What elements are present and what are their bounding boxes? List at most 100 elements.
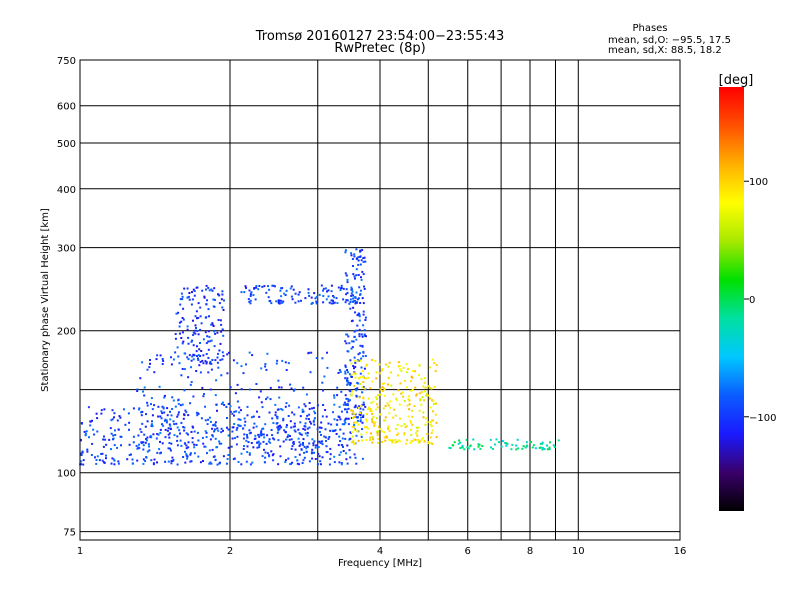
data-point [321, 381, 324, 384]
data-point [429, 406, 432, 409]
data-point [350, 409, 353, 412]
data-point [248, 452, 251, 455]
data-point [251, 354, 254, 357]
data-point [177, 411, 180, 414]
data-point [553, 446, 556, 448]
data-point [146, 404, 149, 407]
data-point [403, 433, 406, 436]
data-point [342, 287, 345, 290]
data-point [197, 439, 200, 442]
data-point [347, 382, 350, 385]
data-point [216, 409, 218, 412]
data-point [207, 348, 210, 351]
data-point [355, 291, 358, 294]
data-point [284, 430, 287, 433]
data-point [345, 452, 347, 455]
data-point [363, 377, 366, 380]
data-point [349, 384, 351, 386]
data-point [298, 432, 301, 434]
data-point [360, 333, 363, 336]
data-point [265, 398, 267, 401]
data-point [80, 439, 82, 442]
data-point [362, 260, 365, 263]
data-point [310, 452, 313, 455]
data-point [271, 284, 274, 287]
data-point [335, 433, 338, 435]
data-point [384, 416, 387, 419]
data-point [557, 439, 560, 442]
data-point [381, 369, 384, 372]
data-point [284, 361, 287, 364]
data-point [128, 428, 130, 431]
data-point [363, 256, 366, 259]
data-point [139, 377, 142, 380]
data-point [148, 449, 151, 452]
data-point [411, 409, 413, 412]
data-point [371, 435, 374, 438]
data-point [362, 324, 365, 327]
data-point [81, 451, 84, 454]
data-point [284, 461, 287, 463]
data-point [367, 408, 370, 410]
data-point [236, 400, 239, 403]
data-point [350, 376, 353, 378]
data-point [318, 293, 321, 296]
data-point [541, 448, 544, 451]
data-point [355, 462, 358, 465]
data-point [128, 443, 131, 446]
data-point [477, 445, 480, 448]
data-point [416, 434, 419, 437]
data-point [123, 408, 125, 411]
data-point [167, 433, 170, 436]
data-point [237, 461, 240, 463]
data-point [362, 310, 365, 313]
data-point [206, 335, 209, 338]
data-point [170, 363, 173, 366]
data-point [355, 338, 358, 341]
data-point [150, 403, 152, 406]
data-point [186, 457, 189, 460]
data-point [326, 451, 329, 454]
data-point [524, 446, 527, 449]
data-point [258, 444, 261, 447]
data-point [240, 452, 243, 455]
data-point [549, 441, 551, 444]
data-point [204, 331, 207, 334]
data-point [305, 447, 308, 450]
data-point [102, 438, 105, 441]
data-point [186, 296, 189, 299]
data-point [340, 463, 343, 466]
data-point [144, 441, 147, 444]
data-point [168, 423, 171, 426]
data-point [357, 382, 360, 385]
data-point [265, 291, 268, 294]
data-point [350, 286, 353, 289]
data-point [369, 387, 372, 390]
data-point [353, 356, 356, 359]
data-point [365, 426, 368, 429]
data-point [80, 454, 83, 456]
data-point [525, 444, 528, 447]
data-point [283, 292, 286, 295]
data-point [146, 368, 149, 371]
data-point [93, 433, 96, 436]
data-point [315, 302, 318, 305]
data-point [124, 423, 127, 426]
colorbar-tick-label: 100 [749, 177, 768, 188]
data-point [344, 340, 347, 343]
data-point [229, 410, 232, 413]
data-point [362, 313, 365, 316]
data-point [359, 255, 362, 258]
data-point [191, 291, 193, 294]
data-point [213, 345, 216, 348]
data-point [360, 278, 363, 281]
data-point [210, 362, 213, 365]
data-point [270, 450, 273, 453]
data-point [173, 423, 176, 426]
data-point [313, 410, 316, 413]
data-point [240, 463, 243, 466]
data-point [192, 288, 195, 291]
data-point [203, 296, 206, 299]
data-point [422, 411, 425, 414]
data-point [208, 289, 211, 292]
